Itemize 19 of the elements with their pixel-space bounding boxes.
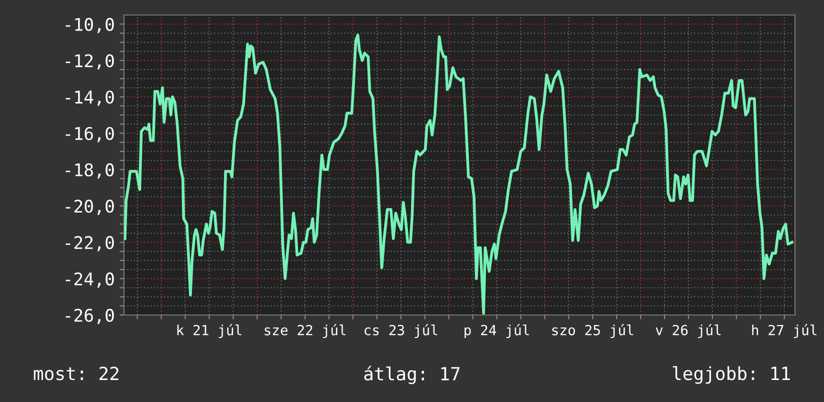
x-tick-label: szo 25 júl — [552, 324, 634, 338]
y-tick-label: -22,0 — [66, 236, 114, 252]
y-tick-label: -12,0 — [66, 54, 114, 70]
text: átlag: 17 — [364, 366, 460, 384]
text: most: 22 — [34, 366, 118, 380]
text: legjobb: 11 — [672, 366, 790, 384]
y-tick-label: -16,0 — [66, 126, 114, 142]
x-tick-label: h 27 júl — [752, 324, 816, 338]
y-tick-label: -14,0 — [66, 90, 114, 106]
x-tick-label: cs 23 júl — [364, 324, 438, 338]
y-tick-label: -18,0 — [66, 163, 114, 179]
y-tick-label: -24,0 — [66, 272, 114, 288]
y-tick-label: -20,0 — [66, 200, 114, 215]
x-tick-label: p 24 júl — [464, 324, 529, 338]
y-tick-label: -26,0 — [66, 308, 114, 324]
x-tick-label: sze 22 júl — [264, 324, 346, 338]
x-tick-label: v 26 júl — [656, 324, 721, 338]
y-tick-label: -10,0 — [66, 18, 114, 34]
x-tick-label: k 21 júl — [177, 324, 242, 338]
